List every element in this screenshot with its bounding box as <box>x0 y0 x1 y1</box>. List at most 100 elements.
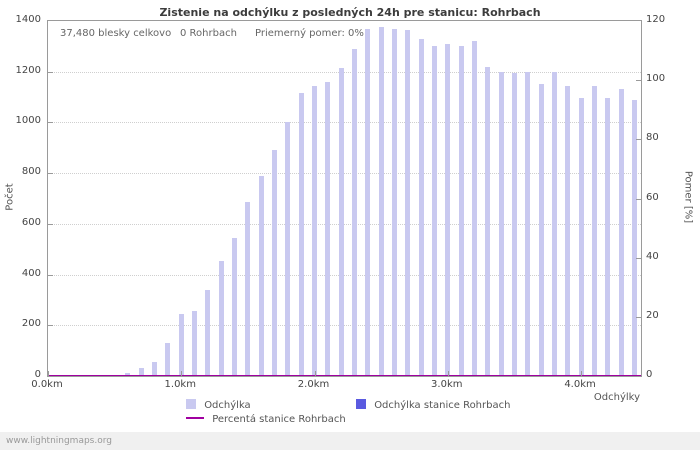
y-axis-tick <box>48 173 53 175</box>
right-axis-tick <box>636 316 641 318</box>
deviation-bar <box>631 99 637 376</box>
deviation-bar <box>272 150 278 376</box>
y-axis-label-left: Počet <box>4 183 16 211</box>
deviation-bar <box>338 67 344 376</box>
deviation-bar <box>325 81 331 376</box>
right-axis-tick-label: 20 <box>646 309 659 321</box>
footer: www.lightningmaps.org <box>0 432 700 450</box>
right-axis-tick-label: 80 <box>646 132 659 144</box>
annotation-average-ratio: Priemerný pomer: 0% <box>255 28 364 39</box>
deviation-bar <box>298 93 304 376</box>
y-axis-tick <box>48 223 53 225</box>
deviation-bar <box>205 289 211 376</box>
right-axis-tick <box>636 198 641 200</box>
deviation-bar <box>365 28 371 376</box>
deviation-bar <box>578 98 584 376</box>
right-axis-tick-label: 0 <box>646 369 653 380</box>
y-axis-tick <box>48 325 53 327</box>
deviation-bar <box>591 85 597 376</box>
right-axis-tick <box>636 257 641 259</box>
x-axis-tick <box>48 371 49 376</box>
deviation-bar <box>605 98 611 376</box>
deviation-bar <box>152 362 158 376</box>
x-axis-tick-label: 3.0km <box>431 379 463 390</box>
legend-item-station-deviation: Odchýlka stanice Rohrbach <box>356 399 510 411</box>
deviation-bar <box>458 46 464 376</box>
deviation-bar <box>405 29 411 376</box>
watermark: www.lightningmaps.org <box>6 436 112 446</box>
deviation-bar <box>125 373 131 376</box>
legend-item-station-percent: Percentá stanice Rohrbach <box>186 414 346 425</box>
right-axis-tick-label: 60 <box>646 191 659 203</box>
right-axis-tick-label: 120 <box>646 14 666 25</box>
x-axis-tick-label: 0.0km <box>31 379 63 390</box>
chart-title: Zistenie na odchýlku z posledných 24h pr… <box>159 6 541 19</box>
x-axis-tick-label: 4.0km <box>564 379 596 390</box>
y-axis-tick <box>48 274 53 276</box>
deviation-bar <box>618 89 624 376</box>
deviation-bar <box>245 202 251 376</box>
deviation-bar <box>498 71 504 376</box>
legend-label-station-percent: Percentá stanice Rohrbach <box>212 414 346 425</box>
deviation-bar <box>351 48 357 376</box>
legend-label-station-deviation: Odchýlka stanice Rohrbach <box>374 400 511 411</box>
station-percent-line <box>48 375 641 376</box>
deviation-bar <box>471 41 477 376</box>
deviation-bar <box>178 313 184 376</box>
gridline <box>48 325 641 327</box>
y-axis-tick-label: 1000 <box>15 115 41 127</box>
y-axis-tick-label: 600 <box>21 216 41 228</box>
legend-item-deviation: Odchýlka <box>186 399 251 411</box>
deviation-bar <box>565 85 571 376</box>
deviation-bar <box>538 84 544 376</box>
deviation-bar <box>418 38 424 376</box>
deviation-bar <box>551 71 557 376</box>
y-axis-tick <box>48 122 53 124</box>
y-axis-tick-label: 800 <box>21 166 41 178</box>
annotation-total-strikes: 37,480 blesky celkovo <box>60 28 172 39</box>
legend-swatch-deviation <box>186 399 196 409</box>
gridline <box>48 274 641 276</box>
deviation-bar <box>525 71 531 376</box>
deviation-bar <box>431 46 437 376</box>
x-axis-tick <box>447 371 449 376</box>
right-axis-tick-label: 40 <box>646 250 659 262</box>
y-axis-tick <box>48 71 53 73</box>
x-axis-tick-label: 2.0km <box>297 379 330 390</box>
deviation-bar <box>192 311 198 376</box>
right-axis-tick-label: 100 <box>646 73 666 85</box>
x-axis-tick <box>181 371 183 376</box>
gridline <box>48 173 641 175</box>
gridline <box>48 71 641 73</box>
deviation-bar <box>218 260 224 376</box>
x-axis-label: Odchýlky <box>593 392 640 403</box>
deviation-bar <box>138 368 144 376</box>
y-axis-tick-label: 400 <box>21 267 41 279</box>
x-axis-tick <box>581 371 583 376</box>
gridline <box>48 223 641 225</box>
annotation-station-count: 0 Rohrbach <box>180 28 237 39</box>
deviation-bar <box>485 66 491 376</box>
deviation-bar <box>378 27 384 376</box>
legend-label-deviation: Odchýlka <box>204 400 251 411</box>
x-axis-tick-label: 1.0km <box>164 379 196 390</box>
deviation-bar <box>165 343 171 376</box>
plot-area <box>47 20 642 377</box>
right-axis-tick <box>636 139 641 141</box>
y-axis-tick-label: 1400 <box>15 14 41 25</box>
deviation-bar <box>312 85 318 376</box>
deviation-bar <box>232 237 238 376</box>
deviation-bar <box>258 175 264 376</box>
gridline <box>48 122 641 124</box>
legend-swatch-station-deviation <box>356 399 366 409</box>
y-axis-tick-label: 200 <box>21 318 41 330</box>
deviation-bar <box>391 28 397 376</box>
y-axis-tick-label: 1200 <box>15 64 41 76</box>
y-axis-tick-label: 0 <box>34 369 41 380</box>
deviation-bar <box>511 72 517 376</box>
deviation-bar <box>445 43 451 376</box>
legend-line-swatch-station-percent <box>186 417 204 419</box>
right-axis-tick <box>636 80 641 82</box>
x-axis-tick <box>314 371 316 376</box>
